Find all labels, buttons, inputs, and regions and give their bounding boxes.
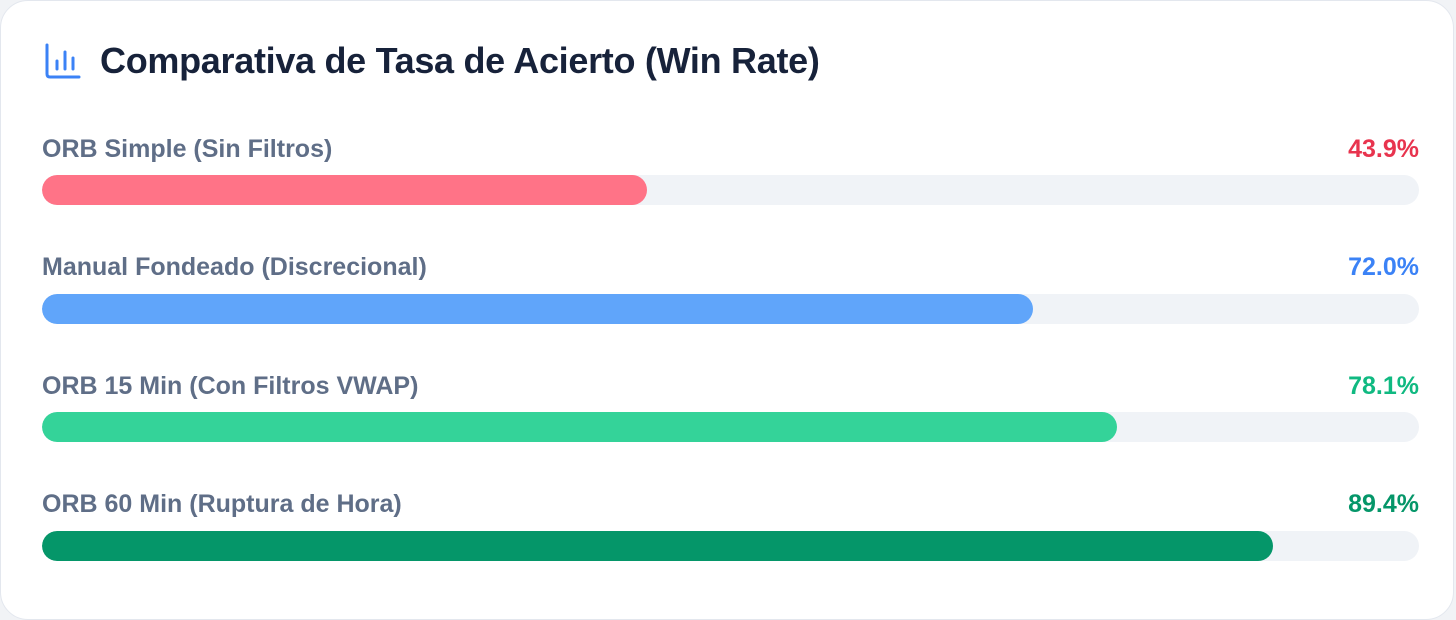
value-label: 89.4% xyxy=(1348,490,1419,519)
bar-track xyxy=(42,412,1419,443)
category-label: Manual Fondeado (Discrecional) xyxy=(42,253,427,282)
bar-track xyxy=(42,530,1419,561)
category-label: ORB 15 Min (Con Filtros VWAP) xyxy=(42,371,419,400)
bar-fill xyxy=(42,412,1118,443)
bar-fill xyxy=(42,293,1034,324)
card-header: Comparativa de Tasa de Acierto (Win Rate… xyxy=(42,39,820,83)
bar-row: ORB Simple (Sin Filtros) 43.9% xyxy=(42,129,1419,248)
bar-row: ORB 60 Min (Ruptura de Hora) 89.4% xyxy=(42,485,1419,604)
chart-title: Comparativa de Tasa de Acierto (Win Rate… xyxy=(100,40,820,81)
bar-track xyxy=(42,293,1419,324)
bar-track xyxy=(42,175,1419,205)
bar-list: ORB Simple (Sin Filtros) 43.9% Manual Fond… xyxy=(42,129,1419,603)
bar-row-header: Manual Fondeado (Discrecional) 72.0% xyxy=(42,248,1419,288)
bar-row: ORB 15 Min (Con Filtros VWAP) 78.1% xyxy=(42,366,1419,485)
value-label: 78.1% xyxy=(1348,371,1419,400)
bar-row: Manual Fondeado (Discrecional) 72.0% xyxy=(42,248,1419,367)
bar-fill xyxy=(42,530,1274,561)
value-label: 43.9% xyxy=(1348,134,1419,163)
bar-fill xyxy=(42,175,647,205)
category-label: ORB Simple (Sin Filtros) xyxy=(42,134,333,163)
bar-chart-icon xyxy=(45,43,81,79)
bar-row-header: ORB 15 Min (Con Filtros VWAP) 78.1% xyxy=(42,366,1419,406)
category-label: ORB 60 Min (Ruptura de Hora) xyxy=(42,490,402,519)
bar-row-header: ORB 60 Min (Ruptura de Hora) 89.4% xyxy=(42,485,1419,525)
bar-row-header: ORB Simple (Sin Filtros) 43.9% xyxy=(42,129,1419,169)
value-label: 72.0% xyxy=(1348,253,1419,282)
